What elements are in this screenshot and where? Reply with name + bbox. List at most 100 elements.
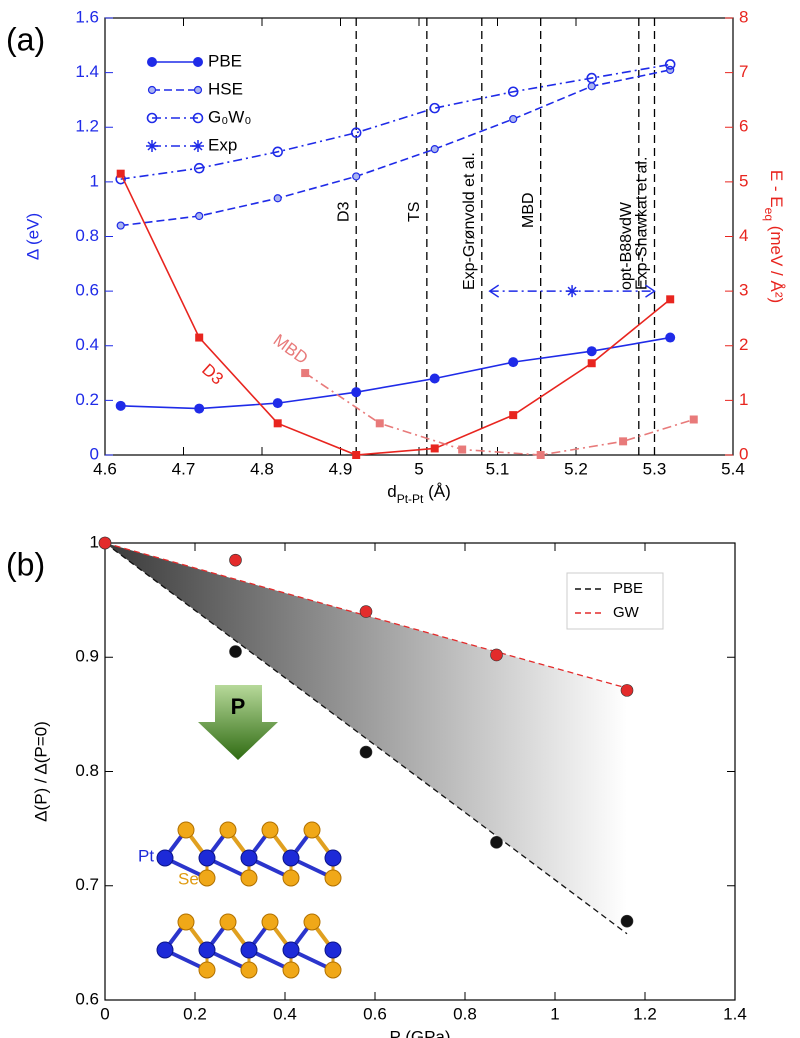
x-tick-label: 5 — [414, 459, 423, 478]
x-tick-label: 0.4 — [273, 1004, 297, 1023]
se-atom — [283, 962, 299, 978]
data-point — [431, 444, 439, 452]
pt-atom — [241, 942, 257, 958]
x-tick-label: 4.7 — [172, 459, 196, 478]
axis-title: dPt-Pt (Å) — [387, 482, 451, 506]
axis-title-part: eq — [762, 208, 776, 221]
se-atom — [241, 962, 257, 978]
pt-atom — [283, 942, 299, 958]
x-tick-label: 1 — [550, 1004, 559, 1023]
y-tick-label: 0.6 — [75, 281, 99, 300]
data-point — [351, 387, 361, 397]
se-atom — [262, 914, 278, 930]
data-point — [360, 606, 372, 618]
y2-tick-label: 5 — [739, 171, 748, 190]
se-atom — [199, 870, 215, 886]
data-point — [353, 173, 360, 180]
y2-tick-label: 2 — [739, 335, 748, 354]
x-tick-label: 0 — [100, 1004, 109, 1023]
reference-label: D3 — [335, 201, 352, 222]
data-point — [273, 398, 283, 408]
pt-atom — [283, 850, 299, 866]
legend-label: GW — [613, 604, 640, 621]
pt-atom — [199, 942, 215, 958]
y-tick-label: 0.2 — [75, 390, 99, 409]
data-point — [665, 333, 675, 343]
pt-atom — [325, 942, 341, 958]
y2-tick-label: 7 — [739, 62, 748, 81]
data-point — [510, 116, 517, 123]
legend-label: Exp — [208, 135, 237, 154]
y2-tick-label: 3 — [739, 281, 748, 300]
x-tick-label: 0.6 — [363, 1004, 387, 1023]
y2-tick-label: 4 — [739, 226, 748, 245]
reference-label: TS — [406, 202, 423, 222]
axis-title: E - Eeq (meV / Å²) — [762, 170, 786, 303]
data-point — [360, 746, 372, 758]
se-atom — [262, 822, 278, 838]
legend-label: PBE — [208, 51, 242, 70]
se-atom — [199, 962, 215, 978]
legend-marker — [195, 87, 202, 94]
pt-atom — [199, 850, 215, 866]
reference-label: opt-B88vdW — [618, 201, 635, 290]
y-tick-label: 1 — [90, 171, 99, 190]
y2-tick-label: 8 — [739, 7, 748, 26]
series-line — [305, 373, 694, 455]
axis-title: Δ (eV) — [23, 213, 42, 260]
data-point — [508, 357, 518, 367]
legend-label: PBE — [613, 580, 643, 597]
data-point — [458, 446, 466, 454]
legend-label: G₀W₀ — [208, 107, 251, 126]
pt-atom — [241, 850, 257, 866]
data-point — [621, 684, 633, 696]
axis-title-part: E - E — [767, 170, 786, 208]
data-point — [588, 359, 596, 367]
reference-label: MBD — [520, 192, 537, 228]
y-tick-label: 1.2 — [75, 117, 99, 136]
x-tick-label: 4.9 — [329, 459, 353, 478]
x-tick-label: 0.8 — [453, 1004, 477, 1023]
legend-marker — [147, 57, 157, 67]
data-point — [274, 195, 281, 202]
axis-title-part: Pt-Pt — [397, 492, 424, 506]
se-atom — [304, 822, 320, 838]
data-point — [117, 222, 124, 229]
se-atom — [325, 870, 341, 886]
x-tick-label: 1.2 — [633, 1004, 657, 1023]
x-tick-label: 5.3 — [643, 459, 667, 478]
reference-label: Exp-Shawkat et al. — [634, 157, 651, 290]
data-point — [116, 401, 126, 411]
se-atom — [283, 870, 299, 886]
data-point — [194, 404, 204, 414]
legend-marker — [146, 140, 158, 152]
se-atom — [220, 914, 236, 930]
legend-marker — [193, 57, 203, 67]
x-tick-label: 0.2 — [183, 1004, 207, 1023]
data-point — [430, 374, 440, 384]
data-point — [491, 836, 503, 848]
data-point — [537, 451, 545, 459]
panel-label: (b) — [6, 546, 45, 582]
data-point — [431, 146, 438, 153]
data-point — [491, 649, 503, 661]
data-point — [588, 83, 595, 90]
panel-label: (a) — [6, 21, 45, 57]
data-point — [99, 537, 111, 549]
inset-label: Se — [178, 869, 199, 888]
pt-atom — [157, 850, 173, 866]
series-line — [121, 70, 671, 226]
y-tick-label: 0.4 — [75, 335, 99, 354]
inset-label: P — [231, 694, 246, 719]
se-atom — [220, 822, 236, 838]
legend-marker — [192, 140, 204, 152]
figure: (a)4.64.74.84.955.15.25.35.400.20.40.60.… — [0, 0, 800, 1038]
pt-atom — [157, 942, 173, 958]
axis-title: Δ(P) / Δ(P=0) — [31, 721, 50, 822]
axis-title: P (GPa) — [389, 1027, 450, 1038]
curve-label: MBD — [270, 330, 312, 368]
y-tick-label: 0.6 — [75, 989, 99, 1008]
data-point — [301, 369, 309, 377]
se-atom — [304, 914, 320, 930]
